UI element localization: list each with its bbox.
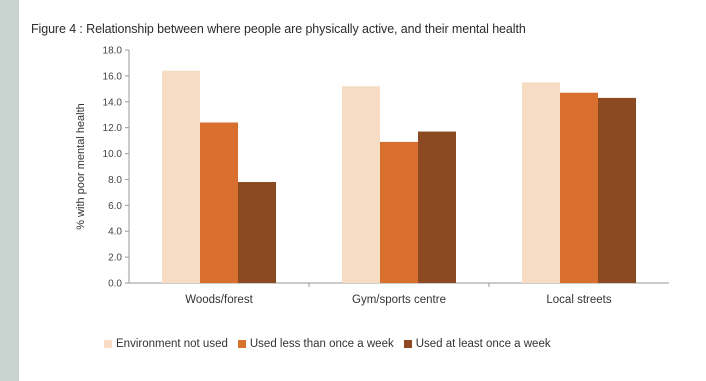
y-tick-label: 16.0 [103, 71, 123, 82]
chart-figure: Figure 4 : Relationship between where pe… [19, 0, 706, 381]
y-tick-label: 18.0 [103, 46, 123, 57]
y-tick-label: 0.0 [108, 279, 122, 290]
y-tick-label: 10.0 [103, 149, 123, 160]
legend-swatch-at-least-weekly [403, 340, 412, 348]
legend-label-not-used: Environment not used [116, 338, 228, 350]
chart-title: Figure 4 : Relationship between where pe… [31, 22, 526, 36]
legend-item-at-least-weekly: Used at least once a week [403, 338, 551, 350]
legend-swatch-less-than-weekly [237, 340, 246, 348]
bar [238, 182, 276, 283]
x-category-label: Woods/forest [185, 294, 253, 306]
y-tick-label: 12.0 [103, 123, 123, 134]
bar [380, 141, 418, 283]
bar [342, 86, 380, 283]
y-tick-label: 2.0 [108, 253, 122, 264]
y-tick-label: 4.0 [108, 227, 122, 238]
legend-label-at-least-weekly: Used at least once a week [415, 338, 551, 350]
y-tick-label: 8.0 [108, 175, 122, 186]
legend-item-less-than-weekly: Used less than once a week [237, 338, 394, 350]
bar [522, 82, 560, 283]
x-category-label: Gym/sports centre [352, 294, 446, 306]
y-tick-label: 6.0 [108, 201, 122, 212]
legend-item-not-used: Environment not used [104, 338, 228, 350]
bar [560, 92, 598, 283]
x-category-label: Local streets [546, 294, 611, 306]
bar [162, 70, 200, 283]
y-axis-title: % with poor mental health [75, 103, 87, 230]
bar-chart: 0.0 2.0 4.0 6.0 8.0 10.0 12.0 14.0 16.0 18.0 % wit… [75, 46, 669, 306]
left-margin-strip [0, 0, 19, 381]
legend-swatch-not-used [104, 340, 112, 348]
bar [418, 131, 456, 283]
y-tick-label: 14.0 [103, 97, 123, 108]
bar [598, 97, 636, 284]
legend-label-less-than-weekly: Used less than once a week [249, 338, 394, 350]
chart-legend: Environment not used Used less than once… [104, 338, 551, 350]
bar [200, 122, 238, 283]
